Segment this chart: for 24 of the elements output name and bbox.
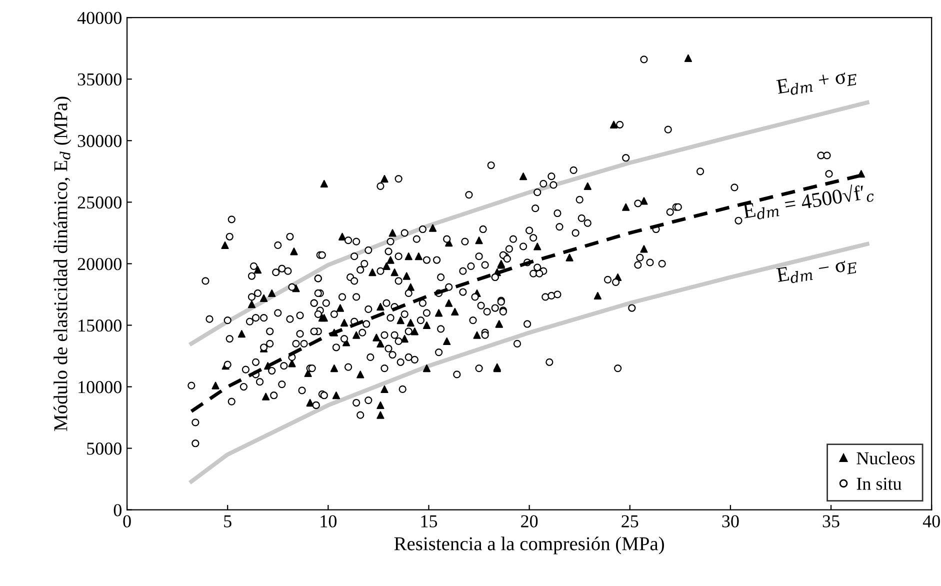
legend-label: Nucleos	[856, 452, 915, 464]
y-tick-label: 25000	[78, 196, 122, 209]
y-tick-label: 40000	[77, 12, 122, 24]
y-axis-title: Módulo de elasticidad dinámico, E$_{d}$ (MPa)	[54, 96, 72, 431]
x-tick-label: 35	[822, 515, 840, 528]
annotation: E$_{dm}$ + σ$_{E}$	[776, 68, 858, 98]
x-tick-label: 10	[320, 515, 337, 528]
x-tick-label: 20	[521, 515, 538, 528]
legend-label: In situ	[856, 478, 902, 490]
y-tick-label: 0	[114, 504, 122, 516]
x-tick-label: 40	[922, 515, 940, 528]
annotation: E$_{dm}$ − σ$_{E}$	[776, 256, 858, 286]
y-tick-label: 20000	[78, 258, 122, 270]
x-tick-label: 15	[421, 515, 438, 528]
y-tick-label: 5000	[87, 442, 122, 455]
x-tick-label: 30	[722, 515, 739, 528]
x-tick-label: 5	[224, 515, 232, 528]
y-tick-label: 30000	[78, 134, 122, 148]
x-tick-label: 0	[123, 515, 131, 528]
y-tick-label: 10000	[78, 381, 122, 394]
y-tick-label: 15000	[78, 319, 122, 332]
x-tick-label: 25	[622, 515, 638, 528]
x-axis-title: Resistencia a la compresión (MPa)	[394, 536, 664, 554]
y-tick-label: 35000	[78, 73, 122, 86]
